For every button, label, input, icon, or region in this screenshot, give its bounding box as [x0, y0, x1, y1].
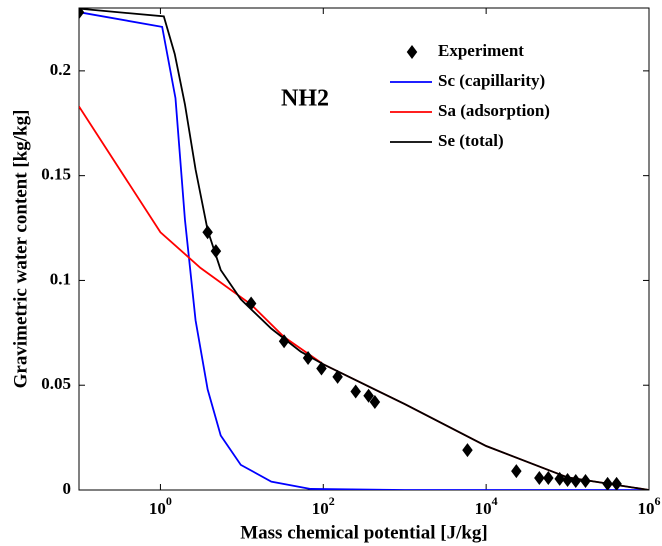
- y-tick-label: 0.15: [41, 165, 71, 184]
- y-tick-label: 0.2: [50, 60, 71, 79]
- data-point: [363, 388, 374, 403]
- series-line: [79, 8, 649, 490]
- y-tick-label: 0: [63, 479, 72, 498]
- y-tick-label: 0.1: [50, 269, 71, 288]
- legend-label: Sa (adsorption): [438, 101, 550, 120]
- data-point: [79, 8, 85, 20]
- plot: [79, 8, 649, 490]
- data-point: [534, 471, 545, 486]
- annotation: NH2: [281, 86, 329, 112]
- legend-label: Experiment: [438, 41, 524, 60]
- data-point: [350, 384, 361, 399]
- y-tick-label: 0.05: [41, 374, 71, 393]
- data-point: [580, 473, 591, 488]
- legend-label: Se (total): [438, 131, 504, 150]
- legend-marker: [406, 45, 418, 59]
- data-point: [332, 369, 343, 384]
- data-point: [202, 225, 213, 240]
- data-point: [316, 361, 327, 376]
- series-line: [79, 11, 649, 490]
- data-point: [278, 334, 290, 349]
- legend-label: Sc (capillarity): [438, 71, 545, 90]
- data-point: [369, 394, 381, 409]
- data-point: [511, 464, 522, 479]
- x-tick-label: 104: [475, 494, 498, 518]
- data-point: [554, 471, 565, 486]
- x-axis-label: Mass chemical potential [J/kg]: [240, 522, 488, 543]
- x-tick-label: 102: [312, 494, 335, 518]
- data-point: [462, 443, 473, 458]
- data-point: [570, 473, 581, 488]
- data-point: [562, 472, 573, 487]
- data-point: [602, 476, 613, 490]
- x-tick-label: 106: [638, 494, 661, 518]
- data-point: [611, 476, 622, 490]
- data-point: [543, 471, 554, 486]
- data-point: [302, 350, 314, 365]
- x-tick-label: 100: [149, 494, 172, 518]
- data-point: [210, 244, 222, 259]
- y-axis-label: Gravimetric water content [kg/kg]: [10, 110, 31, 389]
- data-point: [245, 296, 257, 311]
